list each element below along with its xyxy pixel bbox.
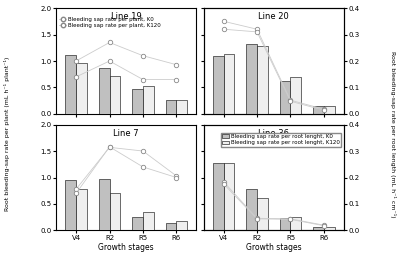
Text: Line 7: Line 7 — [114, 129, 139, 138]
Bar — [65, 180, 76, 230]
Bar — [290, 217, 301, 230]
Bar — [280, 218, 290, 230]
Bar — [143, 212, 154, 230]
Bar — [176, 100, 187, 114]
Bar — [166, 100, 176, 114]
Bar — [143, 86, 154, 114]
Bar — [290, 77, 301, 114]
Bar — [324, 227, 335, 230]
Bar — [76, 63, 87, 114]
Bar — [224, 163, 234, 230]
Bar — [280, 81, 290, 114]
Bar — [176, 221, 187, 230]
X-axis label: Growth stages: Growth stages — [246, 243, 302, 252]
Bar — [213, 56, 224, 114]
Text: Line 20: Line 20 — [258, 12, 289, 21]
Bar — [257, 46, 268, 114]
Bar — [166, 222, 176, 230]
Bar — [76, 189, 87, 230]
Bar — [324, 106, 335, 114]
Bar — [257, 198, 268, 230]
Legend: Bleeding sap rate per root lenght, K0, Bleeding sap rate per root lenght, K120: Bleeding sap rate per root lenght, K0, B… — [221, 133, 341, 147]
Bar — [313, 227, 324, 230]
Bar — [99, 178, 110, 230]
Bar — [246, 44, 257, 114]
Bar — [110, 193, 120, 230]
Bar — [313, 106, 324, 114]
Text: Line 19: Line 19 — [111, 12, 142, 21]
Bar — [110, 76, 120, 114]
X-axis label: Growth stages: Growth stages — [98, 243, 154, 252]
Text: Root bleeding-sap rate per plant (mL h⁻¹ plant⁻¹): Root bleeding-sap rate per plant (mL h⁻¹… — [4, 57, 10, 211]
Legend: Bleeding sap rate per plant, K0, Bleeding sap rate per plant, K120: Bleeding sap rate per plant, K0, Bleedin… — [59, 16, 161, 28]
Bar — [99, 68, 110, 114]
Bar — [213, 163, 224, 230]
Bar — [132, 217, 143, 230]
Bar — [65, 55, 76, 114]
Bar — [246, 189, 257, 230]
Bar — [224, 54, 234, 114]
Text: Root bleeding-sap rate per root length (mL h⁻¹ cm⁻¹): Root bleeding-sap rate per root length (… — [390, 51, 396, 217]
Bar — [132, 88, 143, 114]
Text: Line 36: Line 36 — [258, 129, 289, 138]
